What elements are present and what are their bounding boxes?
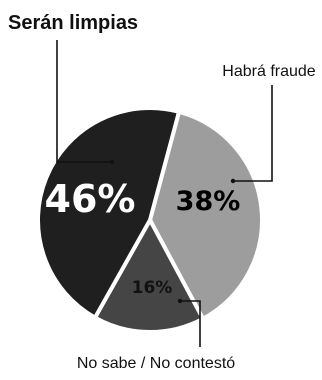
- leader-dot-habra-fraude: [230, 178, 236, 184]
- leader-line-no-sabe: [180, 300, 201, 347]
- leader-line-seran-limpias: [56, 40, 112, 163]
- slice-value-no-sabe: 16%: [132, 278, 173, 298]
- pie-slices: [36, 106, 265, 334]
- slice-no-sabe: [93, 218, 205, 334]
- slice-label-habra-fraude: Habrá fraude: [222, 63, 315, 80]
- slice-label-seran-limpias: Serán limpias: [8, 12, 138, 34]
- slice-seran-limpias: [36, 106, 181, 320]
- slice-label-no-sabe: No sabe / No contestó: [77, 355, 235, 372]
- leader-line-habra-fraude: [233, 85, 273, 182]
- leader-dot-seran-limpias: [109, 159, 115, 165]
- slice-habra-fraude: [148, 109, 265, 321]
- slice-value-habra-fraude: 38%: [176, 186, 241, 217]
- leader-lines: [56, 40, 273, 347]
- slice-value-seran-limpias: 46%: [45, 177, 136, 221]
- leader-dot-no-sabe: [177, 298, 183, 304]
